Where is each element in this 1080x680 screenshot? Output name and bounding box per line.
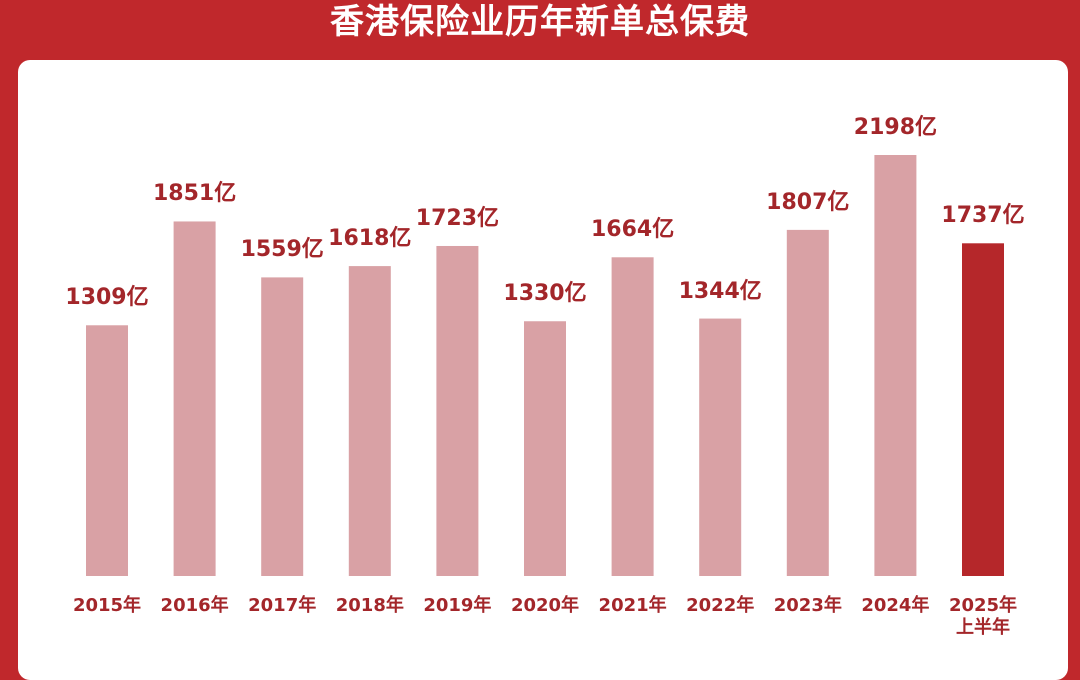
x-tick-label: 2022年 [686,595,755,616]
x-tick-label: 2018年 [335,595,404,616]
chart [86,155,1004,577]
value-label: 1330亿 [503,281,587,307]
screen: {"chart_data": {"type": "bar", "title": … [18,2,1068,680]
bar [699,318,742,576]
bar [611,257,654,576]
bar [874,155,917,576]
bar [348,266,391,576]
x-tick-label: 2025年 上半年 [948,595,1018,638]
value-label: 2198亿 [853,115,938,140]
x-tick-label: 2017年 [248,595,317,616]
bar [173,221,216,576]
bar [786,229,829,576]
x-tick-label: 2020年 [510,595,580,616]
bar [962,243,1004,577]
x-tick-label: 2024年 [861,595,930,616]
bar [436,245,479,576]
value-label: 1309亿 [65,285,149,311]
x-tick-label: 2015年 [72,595,142,616]
x-tick-label: 2023年 [773,595,842,616]
value-label: 1664亿 [590,217,675,243]
page: html, body { margin: 0; padding: 0; } bo… [18,2,1068,680]
bar [261,277,304,576]
value-label: 1851亿 [152,181,237,207]
value-label: 1737亿 [941,203,1025,229]
bar [86,325,128,576]
value-label: 1723亿 [415,205,500,231]
x-tick-label: 2016年 [160,595,229,616]
value-label: 1559亿 [240,237,324,263]
bar [524,321,566,576]
chart-card: 1309亿 2015年 1851亿 2016年 1559亿 2017年 1618亿 2018年… [18,60,1068,680]
x-tick-label: 2019年 [423,595,492,616]
chart-title: 香港保险业历年新单总保费 [330,2,750,42]
x-tick-label: 2021年 [598,595,667,616]
value-label: 1807亿 [766,189,850,215]
value-label: 1344亿 [678,278,762,304]
value-label: 1618亿 [328,226,412,252]
